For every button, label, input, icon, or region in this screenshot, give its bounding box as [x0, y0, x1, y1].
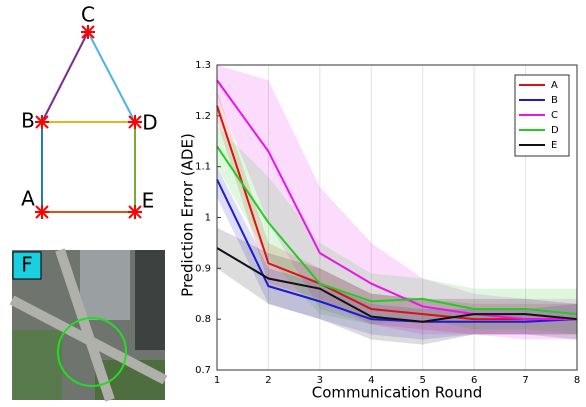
building — [80, 250, 130, 320]
legend-label: D — [551, 125, 559, 136]
graph-diagram: C B D A E — [21, 3, 158, 220]
node-label: D — [142, 111, 157, 135]
legend-label: B — [551, 95, 558, 106]
y-tick-label: 0.9 — [195, 263, 211, 274]
x-tick-label: 2 — [265, 375, 271, 386]
figure: C B D A E F 123456780.70.80.911.11.21.3A… — [0, 0, 586, 403]
node-label: A — [21, 187, 35, 211]
building — [135, 250, 165, 350]
node-label: B — [21, 109, 35, 133]
y-tick-label: 0.7 — [195, 365, 211, 376]
legend-label: C — [551, 110, 558, 121]
x-tick-label: 8 — [574, 375, 580, 386]
y-tick-label: 1.1 — [195, 162, 211, 173]
node-marker — [35, 205, 49, 219]
legend-label: A — [551, 80, 558, 91]
y-tick-label: 1.3 — [195, 60, 211, 71]
park — [12, 330, 62, 400]
x-tick-label: 7 — [522, 375, 528, 386]
y-axis-label: Prediction Error (ADE) — [179, 133, 197, 297]
page: C B D A E F 123456780.70.80.911.11.21.3A… — [0, 0, 586, 403]
node-marker — [128, 205, 142, 219]
edge — [88, 32, 135, 122]
y-tick-label: 0.8 — [195, 314, 211, 325]
y-tick-label: 1 — [205, 213, 211, 224]
aerial-image: F — [12, 250, 165, 400]
x-axis-label: Communication Round — [312, 384, 482, 402]
node-label: E — [142, 189, 155, 213]
node-marker — [81, 25, 95, 39]
node-label: C — [81, 3, 95, 27]
x-tick-label: 1 — [214, 375, 220, 386]
image-label: F — [21, 253, 33, 277]
node-marker — [128, 115, 142, 129]
y-tick-label: 1.2 — [195, 111, 211, 122]
node-marker — [35, 115, 49, 129]
edge — [42, 32, 88, 122]
legend-label: E — [551, 140, 557, 151]
